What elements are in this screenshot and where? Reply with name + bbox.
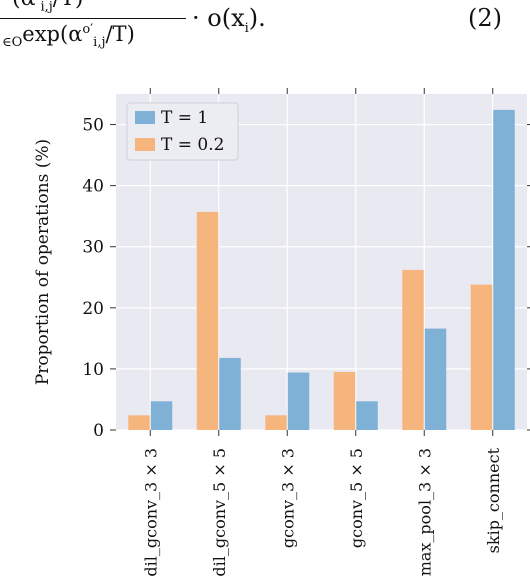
legend-label: T = 0.2 bbox=[161, 135, 224, 155]
y-tick-label: 20 bbox=[82, 299, 104, 319]
bar-T-0-2 bbox=[265, 415, 287, 430]
x-category-label: dil_gconv_5 × 5 bbox=[210, 448, 229, 577]
bar-T-0-2 bbox=[470, 284, 493, 430]
formula-tail: · o(xi). bbox=[192, 4, 266, 36]
formula-denominator: ∈Oexp(αo′i,j/T) bbox=[2, 22, 135, 51]
y-tick-label: 10 bbox=[82, 360, 104, 380]
y-tick-label: 30 bbox=[82, 238, 104, 258]
y-tick-label: 50 bbox=[82, 116, 104, 136]
y-tick-label: 0 bbox=[93, 421, 104, 441]
bar-T-0-2 bbox=[333, 371, 356, 430]
bar-T-0-2 bbox=[128, 415, 150, 430]
x-category-label: skip_connect bbox=[484, 447, 503, 553]
formula-numerator: (α′i,j/T) bbox=[12, 0, 83, 15]
bar-T-0-2 bbox=[402, 269, 424, 430]
legend-label: T = 1 bbox=[161, 108, 208, 128]
y-tick-label: 40 bbox=[82, 177, 104, 197]
bar-T-0-2 bbox=[196, 211, 219, 430]
y-axis-label: Proportion of operations (%) bbox=[33, 139, 53, 385]
equation-number: (2) bbox=[468, 4, 502, 32]
bar-T-1 bbox=[424, 328, 447, 430]
bar-T-1 bbox=[150, 401, 173, 430]
x-category-label: max_pool_3 × 3 bbox=[415, 448, 434, 576]
x-category-label: gconv_3 × 3 bbox=[278, 448, 297, 548]
equation-fragment: (α′i,j/T) ∈Oexp(αo′i,j/T) · o(xi). (2) bbox=[0, 0, 530, 70]
bar-T-1 bbox=[493, 109, 515, 430]
bar-T-1 bbox=[219, 357, 241, 430]
x-category-label: dil_gconv_3 × 3 bbox=[141, 448, 160, 577]
legend-swatch bbox=[135, 138, 155, 151]
bar-T-1 bbox=[356, 401, 378, 430]
legend-swatch bbox=[135, 111, 155, 124]
bar-T-1 bbox=[287, 372, 310, 430]
fraction-bar bbox=[0, 18, 186, 19]
x-category-label: gconv_5 × 5 bbox=[347, 448, 366, 548]
